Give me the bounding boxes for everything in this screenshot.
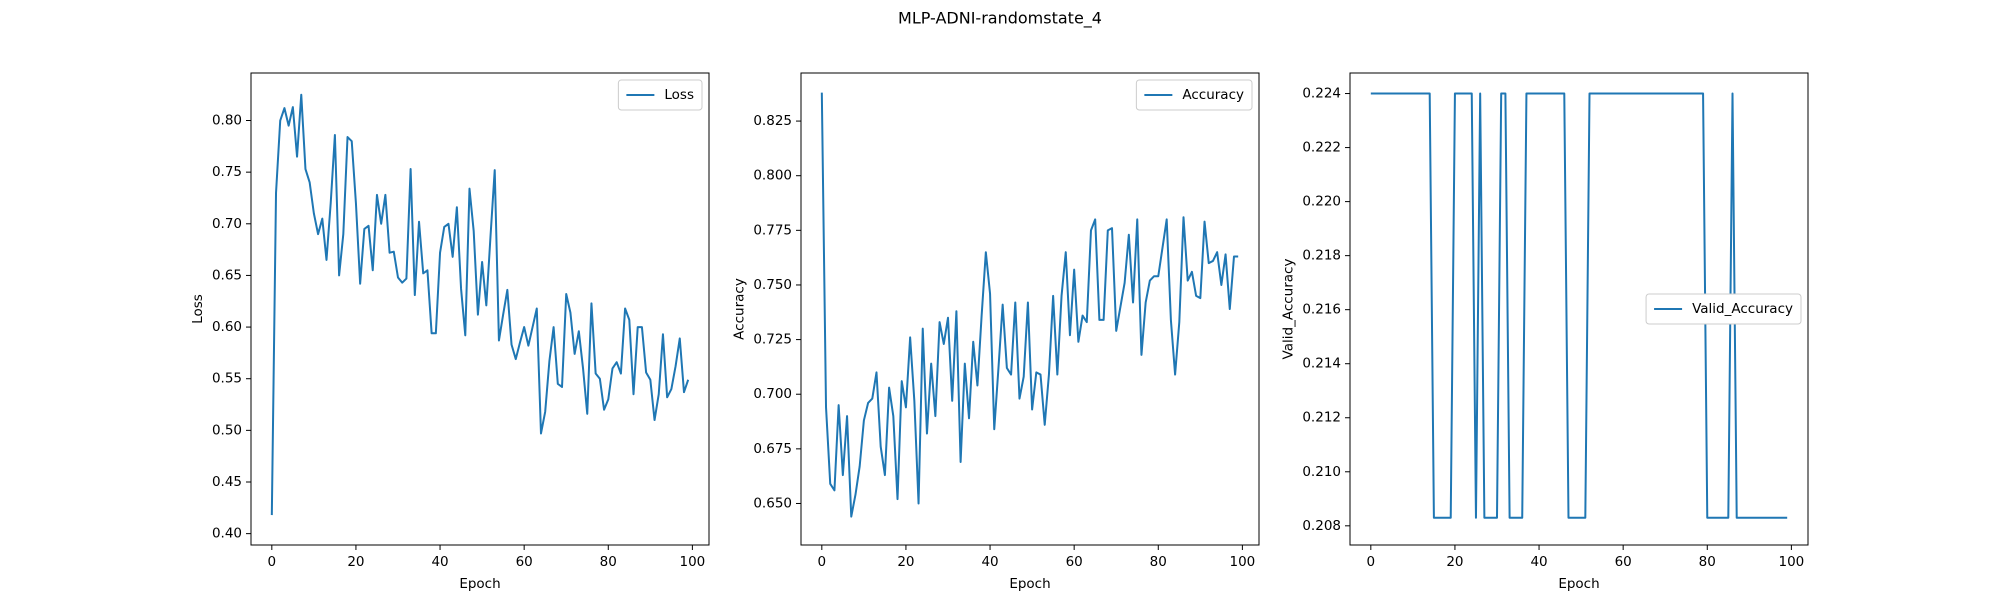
y-tick-label: 0.218 bbox=[1302, 248, 1341, 264]
x-axis-label: Epoch bbox=[459, 576, 500, 592]
y-tick-label: 0.220 bbox=[1302, 194, 1341, 210]
x-axis-label: Epoch bbox=[1558, 576, 1599, 592]
x-tick-label: 0 bbox=[1367, 554, 1376, 570]
x-tick-label: 20 bbox=[897, 554, 914, 570]
y-tick-label: 0.208 bbox=[1302, 518, 1341, 534]
y-tick-label: 0.80 bbox=[212, 113, 242, 129]
subplot: 0 20 40 60 80 100 0.40 0.45 0.50 0.55 0.60 0.65 0.70… bbox=[190, 72, 710, 592]
x-tick-label: 40 bbox=[1530, 554, 1547, 570]
x-tick-label: 80 bbox=[1699, 554, 1716, 570]
y-tick-label: 0.216 bbox=[1302, 302, 1341, 318]
x-tick-label: 0 bbox=[268, 554, 277, 570]
y-tick-label: 0.224 bbox=[1302, 86, 1341, 102]
y-tick-label: 0.210 bbox=[1302, 464, 1341, 480]
y-axis-label: Valid_Accuracy bbox=[1280, 259, 1296, 360]
y-tick-label: 0.55 bbox=[212, 371, 242, 387]
y-tick-label: 0.650 bbox=[753, 495, 792, 511]
axes-frame bbox=[800, 72, 1260, 546]
x-tick-label: 20 bbox=[1446, 554, 1463, 570]
y-tick-label: 0.800 bbox=[753, 168, 792, 184]
y-tick-label: 0.50 bbox=[212, 422, 242, 438]
y-tick-label: 0.70 bbox=[212, 216, 242, 232]
legend-label: Valid_Accuracy bbox=[1692, 301, 1793, 317]
x-tick-label: 100 bbox=[1778, 554, 1804, 570]
legend-box bbox=[617, 79, 703, 111]
legend: Loss bbox=[617, 79, 703, 111]
axes-frame bbox=[1349, 72, 1809, 546]
x-tick-label: 100 bbox=[679, 554, 705, 570]
axes-frame bbox=[250, 72, 710, 546]
y-axis-label: Loss bbox=[190, 294, 206, 324]
subplot: 0 20 40 60 80 100 0.650 0.675 0.700 0.725 0.750 0.7… bbox=[731, 72, 1260, 592]
legend: Accuracy bbox=[1135, 79, 1253, 111]
y-tick-label: 0.750 bbox=[753, 277, 792, 293]
x-tick-label: 60 bbox=[516, 554, 533, 570]
x-axis-label: Epoch bbox=[1009, 576, 1050, 592]
y-tick-label: 0.45 bbox=[212, 474, 242, 490]
y-tick-label: 0.75 bbox=[212, 164, 242, 180]
y-tick-label: 0.222 bbox=[1302, 140, 1341, 156]
y-tick-label: 0.214 bbox=[1302, 356, 1341, 372]
y-tick-label: 0.825 bbox=[753, 113, 792, 129]
y-tick-label: 0.700 bbox=[753, 386, 792, 402]
x-tick-label: 60 bbox=[1615, 554, 1632, 570]
legend: Valid_Accuracy bbox=[1645, 293, 1802, 325]
x-tick-label: 40 bbox=[431, 554, 448, 570]
data-line bbox=[1370, 92, 1788, 519]
legend-label: Accuracy bbox=[1182, 87, 1244, 103]
legend-box bbox=[1645, 293, 1802, 325]
x-tick-label: 60 bbox=[1066, 554, 1083, 570]
x-tick-label: 80 bbox=[600, 554, 617, 570]
x-tick-label: 0 bbox=[818, 554, 827, 570]
x-tick-label: 40 bbox=[981, 554, 998, 570]
legend-label: Loss bbox=[664, 87, 694, 103]
y-tick-label: 0.725 bbox=[753, 332, 792, 348]
y-tick-label: 0.40 bbox=[212, 526, 242, 542]
figure-title: MLP-ADNI-randomstate_4 bbox=[898, 9, 1102, 29]
subplot: 0 20 40 60 80 100 0.208 0.210 0.212 0.214 0.216 0.2… bbox=[1280, 72, 1809, 592]
y-tick-label: 0.675 bbox=[753, 441, 792, 457]
y-axis-label: Accuracy bbox=[731, 278, 747, 340]
y-tick-label: 0.775 bbox=[753, 222, 792, 238]
data-line bbox=[270, 93, 690, 516]
y-tick-label: 0.212 bbox=[1302, 410, 1341, 426]
data-line bbox=[820, 92, 1239, 518]
x-tick-label: 20 bbox=[347, 554, 364, 570]
y-tick-label: 0.65 bbox=[212, 267, 242, 283]
x-tick-label: 100 bbox=[1229, 554, 1255, 570]
y-tick-label: 0.60 bbox=[212, 319, 242, 335]
x-tick-label: 80 bbox=[1150, 554, 1167, 570]
legend-box bbox=[1135, 79, 1253, 111]
